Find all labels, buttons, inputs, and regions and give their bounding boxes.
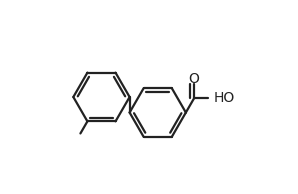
Text: HO: HO	[213, 91, 235, 105]
Text: O: O	[189, 72, 200, 86]
